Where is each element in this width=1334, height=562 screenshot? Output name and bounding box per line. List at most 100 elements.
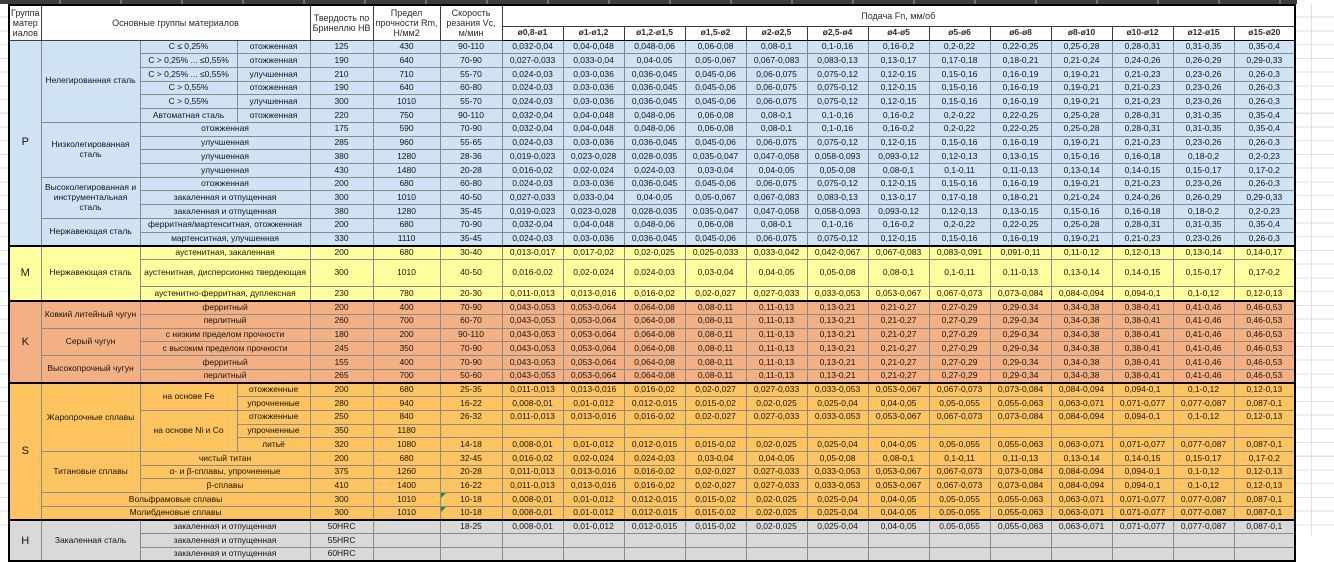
feed-cell[interactable]: [928, 547, 991, 562]
feed-cell[interactable]: 0,12-0,13: [928, 204, 991, 219]
feed-cell[interactable]: 0,26-0,3: [1233, 94, 1296, 110]
feed-cell[interactable]: 0,053-0,064: [562, 327, 625, 343]
feed-cell[interactable]: 0,27-0,29: [928, 368, 991, 384]
feed-cell[interactable]: 0,05-0,055: [928, 437, 991, 453]
feed-cell[interactable]: [1233, 423, 1296, 439]
feed-cell[interactable]: 0,067-0,073: [928, 381, 991, 398]
feed-cell[interactable]: 0,012-0,015: [623, 437, 686, 453]
feed-cell[interactable]: 0,027-0,033: [745, 286, 808, 302]
feed-cell[interactable]: 0,31-0,35: [1172, 121, 1235, 137]
feed-cell[interactable]: 0,12-0,13: [928, 149, 991, 164]
hardness-cell[interactable]: 175: [309, 121, 374, 137]
hardness-cell[interactable]: 300: [309, 505, 374, 521]
feed-cell[interactable]: 0,21-0,24: [1050, 53, 1113, 68]
feed-cell[interactable]: 0,053-0,067: [867, 464, 930, 480]
feed-cell[interactable]: 0,15-0,16: [1050, 204, 1113, 219]
cutting-speed-cell[interactable]: 30-40: [439, 244, 503, 260]
feed-cell[interactable]: 0,008-0,01: [501, 519, 564, 535]
feed-cell[interactable]: 0,15-0,16: [1050, 149, 1113, 164]
feed-cell[interactable]: 0,11-0,13: [989, 258, 1052, 288]
feed-cell[interactable]: 0,1-0,11: [928, 258, 991, 288]
feed-cell[interactable]: 0,01-0,012: [562, 437, 625, 453]
diameter-column-header[interactable]: ø12-ø15: [1172, 25, 1235, 41]
feed-cell[interactable]: 0,13-0,14: [1050, 451, 1113, 466]
feed-cell[interactable]: [928, 533, 991, 549]
hardness-cell[interactable]: 200: [309, 176, 374, 192]
feed-cell[interactable]: 0,053-0,064: [562, 354, 625, 370]
feed-cell[interactable]: 0,067-0,073: [928, 464, 991, 480]
feed-cell[interactable]: 0,2-0,22: [928, 39, 991, 55]
hardness-cell[interactable]: 50HRC: [309, 519, 374, 535]
feed-cell[interactable]: [562, 547, 625, 562]
feed-cell[interactable]: 0,03-0,036: [562, 94, 625, 110]
feed-cell[interactable]: 0,29-0,33: [1233, 190, 1296, 206]
feed-cell[interactable]: 0,03-0,036: [562, 231, 625, 247]
feed-cell[interactable]: 0,06-0,08: [684, 108, 747, 123]
feed-cell[interactable]: [1172, 423, 1235, 439]
feed-cell[interactable]: 0,047-0,058: [745, 149, 808, 164]
feed-cell[interactable]: 0,043-0,053: [501, 354, 564, 370]
feed-cell[interactable]: 0,29-0,33: [1233, 53, 1296, 68]
material-label-cell[interactable]: Молибденовые сплавы: [40, 505, 311, 521]
feed-cell[interactable]: 0,025-0,04: [806, 519, 869, 535]
feed-cell[interactable]: 0,34-0,38: [1050, 313, 1113, 329]
feed-cell[interactable]: 0,019-0,023: [501, 149, 564, 164]
feed-cell[interactable]: 0,29-0,34: [989, 354, 1052, 370]
cutting-speed-cell[interactable]: 70-90: [439, 341, 503, 356]
cutting-speed-cell[interactable]: 32-45: [439, 451, 503, 466]
feed-cell[interactable]: 0,18-0,21: [989, 190, 1052, 206]
feed-cell[interactable]: 0,41-0,46: [1172, 327, 1235, 343]
feed-cell[interactable]: 0,024-0,03: [501, 94, 564, 110]
feed-cell[interactable]: 0,075-0,12: [806, 80, 869, 96]
feed-cell[interactable]: 0,027-0,033: [501, 53, 564, 68]
feed-cell[interactable]: 0,27-0,29: [928, 341, 991, 356]
feed-cell[interactable]: 0,063-0,071: [1050, 519, 1113, 535]
feed-cell[interactable]: 0,023-0,028: [562, 149, 625, 164]
feed-cell[interactable]: [1172, 547, 1235, 562]
feed-cell[interactable]: 0,06-0,075: [745, 80, 808, 96]
feed-cell[interactable]: 0,036-0,045: [623, 231, 686, 247]
tensile-strength-cell[interactable]: [372, 533, 441, 549]
feed-cell[interactable]: 0,12-0,13: [1111, 244, 1174, 260]
feed-cell[interactable]: 0,31-0,35: [1172, 108, 1235, 123]
material-label-cell[interactable]: α- и β-сплавы, упрочненные: [139, 464, 311, 480]
feed-cell[interactable]: 0,28-0,31: [1111, 217, 1174, 233]
feed-cell[interactable]: 0,06-0,075: [745, 176, 808, 192]
feed-cell[interactable]: 0,34-0,38: [1050, 299, 1113, 315]
cutting-speed-cell[interactable]: 35-45: [439, 231, 503, 247]
feed-cell[interactable]: [684, 533, 747, 549]
material-label-cell[interactable]: улучшенная: [139, 162, 311, 178]
feed-cell[interactable]: 0,02-0,027: [684, 286, 747, 302]
group-letter-cell[interactable]: H: [8, 519, 42, 562]
material-label-cell[interactable]: закаленная и отпущенная: [139, 519, 311, 535]
tensile-strength-cell[interactable]: 590: [372, 121, 441, 137]
cutting-speed-cell[interactable]: 60-80: [439, 176, 503, 192]
hardness-cell[interactable]: 375: [309, 464, 374, 480]
feed-cell[interactable]: [745, 423, 808, 439]
feed-cell[interactable]: 0,055-0,063: [989, 492, 1052, 507]
tensile-strength-cell[interactable]: 680: [372, 451, 441, 466]
feed-cell[interactable]: 0,12-0,15: [867, 94, 930, 110]
feed-cell[interactable]: 0,03-0,04: [684, 258, 747, 288]
feed-cell[interactable]: 0,2-0,22: [928, 108, 991, 123]
feed-cell[interactable]: 0,18-0,2: [1172, 149, 1235, 164]
material-label-cell[interactable]: улучшенная: [139, 149, 311, 164]
tensile-strength-cell[interactable]: 1400: [372, 478, 441, 494]
hardness-cell[interactable]: 200: [309, 381, 374, 398]
feed-cell[interactable]: 0,075-0,12: [806, 176, 869, 192]
feed-cell[interactable]: 0,21-0,23: [1111, 80, 1174, 96]
material-label-cell[interactable]: отожженная: [139, 176, 311, 192]
hardness-cell[interactable]: 125: [309, 39, 374, 55]
material-label-cell[interactable]: мартенситная, улучшенная: [139, 231, 311, 247]
feed-cell[interactable]: 0,16-0,2: [867, 39, 930, 55]
feed-cell[interactable]: 0,23-0,26: [1172, 80, 1235, 96]
feed-cell[interactable]: 0,015-0,02: [684, 437, 747, 453]
material-label-cell[interactable]: C ≤ 0,25%: [139, 39, 238, 55]
feed-cell[interactable]: 0,036-0,045: [623, 176, 686, 192]
feed-cell[interactable]: 0,26-0,29: [1172, 53, 1235, 68]
feed-cell[interactable]: 0,033-0,053: [806, 409, 869, 425]
feed-cell[interactable]: 0,08-0,11: [684, 341, 747, 356]
hardness-cell[interactable]: 155: [309, 354, 374, 370]
material-label-cell[interactable]: C > 0,55%: [139, 94, 238, 110]
tensile-strength-cell[interactable]: 1010: [372, 190, 441, 206]
